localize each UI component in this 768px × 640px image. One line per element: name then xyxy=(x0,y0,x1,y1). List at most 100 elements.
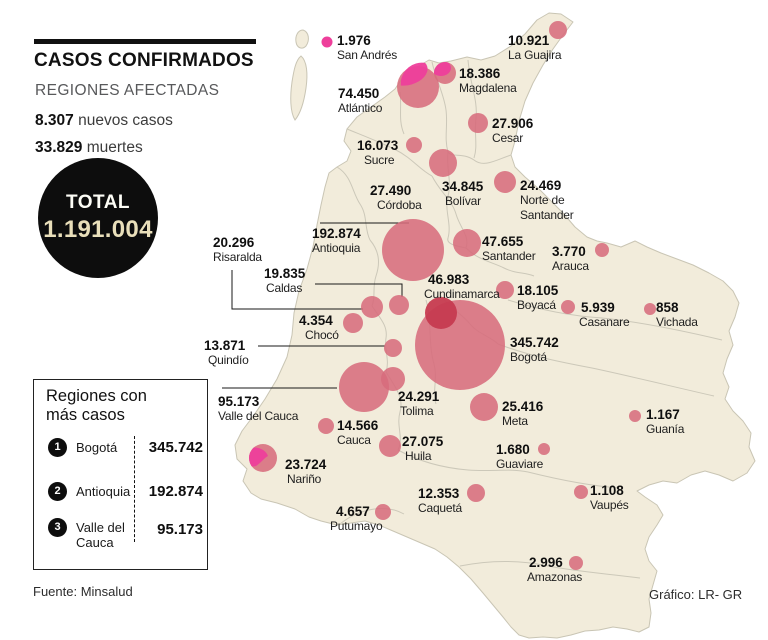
region-label-cauca: 14.566 Cauca xyxy=(337,418,378,448)
region-label-narino: 23.724 Nariño xyxy=(285,457,326,487)
region-label-boyaca: 18.105 Boyacá xyxy=(517,283,558,313)
graphic-credit: Gráfico: LR- GR xyxy=(649,587,743,602)
region-value: 192.874 xyxy=(312,226,361,241)
bubble-vichada xyxy=(644,303,656,315)
region-label-putumayo: 4.657 Putumayo xyxy=(330,504,383,534)
region-value: 1.976 xyxy=(337,33,371,48)
region-value: 4.354 xyxy=(299,313,333,328)
region-name: Caquetá xyxy=(418,501,462,515)
region-name: Norte de Santander xyxy=(520,193,574,222)
region-name: Antioquia xyxy=(312,241,361,255)
region-name: Vaupés xyxy=(590,498,629,512)
new-cases-label: nuevos casos xyxy=(73,112,173,129)
leader-risaralda xyxy=(231,270,363,310)
region-value: 95.173 xyxy=(218,394,260,409)
leader-caldas xyxy=(315,283,403,297)
region-name: Boyacá xyxy=(517,298,556,312)
region-name: Cauca xyxy=(337,433,371,447)
legend-region-value: 192.874 xyxy=(148,483,203,500)
region-value: 2.996 xyxy=(529,555,563,570)
region-name: San Andrés xyxy=(337,48,398,62)
bubble-cesar xyxy=(468,113,488,133)
new-cases-line: 8.307 nuevos casos xyxy=(35,112,173,130)
bubble-sucre xyxy=(406,137,422,153)
region-value: 47.655 xyxy=(482,234,524,249)
bubble-boyaca xyxy=(496,281,514,299)
region-name: Córdoba xyxy=(377,198,422,212)
bubble-norte-santander xyxy=(494,171,516,193)
page-subtitle: REGIONES AFECTADAS xyxy=(35,82,220,99)
region-name: Santander xyxy=(482,249,536,263)
region-value: 24.469 xyxy=(520,178,562,193)
bubble-cundinamarca xyxy=(425,297,457,329)
top-regions-box: Regiones con más casos 1 Bogotá 345.742 … xyxy=(33,379,208,570)
region-value: 27.490 xyxy=(370,183,412,198)
region-value: 27.906 xyxy=(492,116,534,131)
bubble-casanare xyxy=(561,300,575,314)
bubble-santander xyxy=(453,229,481,257)
region-value: 1.680 xyxy=(496,442,530,457)
region-value: 74.450 xyxy=(338,86,380,101)
region-label-caqueta: 12.353 Caquetá xyxy=(418,486,462,516)
bubble-narino-accent xyxy=(249,447,268,467)
rank-badge-2: 2 xyxy=(48,482,67,501)
region-label-quindio: 13.871 Quindío xyxy=(204,338,249,368)
region-value: 10.921 xyxy=(508,33,550,48)
bubble-antioquia xyxy=(382,219,444,281)
region-label-la-guajira: 10.921 La Guajira xyxy=(508,33,562,63)
region-value: 25.416 xyxy=(502,399,544,414)
source-credit: Fuente: Minsalud xyxy=(33,584,133,599)
region-value: 46.983 xyxy=(428,272,470,287)
legend-region-name: Antioquia xyxy=(76,484,131,499)
region-value: 16.073 xyxy=(357,138,399,153)
region-value: 19.835 xyxy=(264,266,306,281)
bubble-choco xyxy=(343,313,363,333)
region-name: Nariño xyxy=(287,472,322,486)
region-name: Vichada xyxy=(656,315,698,329)
total-value: 1.191.004 xyxy=(43,216,153,243)
region-name: Bogotá xyxy=(510,350,547,364)
bubble-guaviare xyxy=(538,443,550,455)
bubble-caqueta xyxy=(467,484,485,502)
region-name: Cesar xyxy=(492,131,524,145)
region-label-cundinamarca: 46.983 Cundinamarca xyxy=(424,272,500,302)
region-label-magdalena: 18.386 Magdalena xyxy=(459,66,517,96)
legend-region-name: Bogotá xyxy=(76,440,118,455)
region-label-meta: 25.416 Meta xyxy=(502,399,543,429)
region-label-caldas: 19.835 Caldas xyxy=(264,266,305,296)
case-bubbles xyxy=(249,21,656,570)
region-name: La Guajira xyxy=(508,48,562,62)
region-label-cordoba: 27.490 Córdoba xyxy=(370,183,422,213)
region-label-arauca: 3.770 Arauca xyxy=(552,244,589,274)
header-accent-bar xyxy=(34,39,256,44)
bubble-guainia xyxy=(629,410,641,422)
region-name: Guaviare xyxy=(496,457,544,471)
region-name: Chocó xyxy=(305,328,339,342)
legend-region-value: 95.173 xyxy=(157,521,203,538)
region-value: 4.657 xyxy=(336,504,370,519)
region-label-casanare: 5.939 Casanare xyxy=(579,300,630,330)
bubble-meta xyxy=(470,393,498,421)
bubble-tolima xyxy=(381,367,405,391)
region-value: 12.353 xyxy=(418,486,460,501)
bubble-huila xyxy=(379,435,401,457)
bubble-risaralda xyxy=(361,296,383,318)
deaths-label: muertes xyxy=(82,139,143,156)
region-value: 1.108 xyxy=(590,483,624,498)
region-label-guaviare: 1.680 Guaviare xyxy=(496,442,543,472)
leader-lines xyxy=(222,222,409,389)
region-label-vichada: 858 Vichada xyxy=(656,300,698,330)
region-label-antioquia: 192.874 Antioquia xyxy=(312,226,361,256)
region-name: Casanare xyxy=(579,315,630,329)
bubble-quindio xyxy=(384,339,402,357)
region-value: 18.386 xyxy=(459,66,501,81)
region-label-sucre: 16.073 Sucre xyxy=(357,138,398,168)
region-name: Risaralda xyxy=(213,250,262,264)
region-name: Amazonas xyxy=(527,570,583,584)
region-label-norte-santander: 24.469 Norte de Santander xyxy=(520,178,580,223)
bubble-arauca xyxy=(595,243,609,257)
total-label: TOTAL xyxy=(65,192,131,213)
bubble-cauca xyxy=(318,418,334,434)
bubble-putumayo xyxy=(375,504,391,520)
